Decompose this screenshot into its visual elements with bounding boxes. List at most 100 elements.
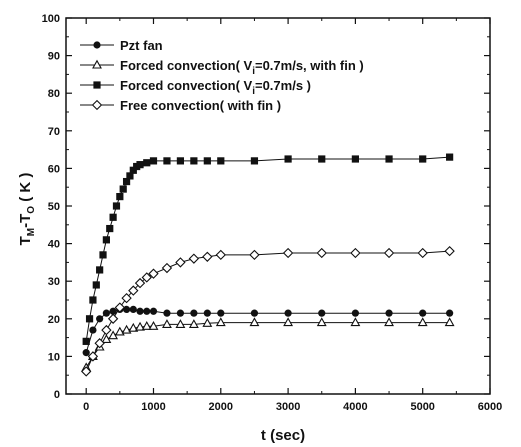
series-line xyxy=(85,308,450,353)
legend-entry-1: Pzt fan xyxy=(80,38,163,53)
data-point xyxy=(101,324,112,336)
data-point xyxy=(249,249,260,261)
data-point xyxy=(99,251,107,259)
data-point xyxy=(96,266,104,274)
data-point xyxy=(249,317,260,327)
data-point xyxy=(148,320,159,330)
data-point xyxy=(149,157,158,165)
data-point xyxy=(129,166,137,174)
data-point xyxy=(316,247,327,259)
y-title-sub: M xyxy=(26,228,37,236)
data-point xyxy=(116,193,124,201)
data-point xyxy=(143,159,151,167)
data-point xyxy=(215,317,226,327)
data-point xyxy=(163,157,171,165)
data-point xyxy=(316,317,327,327)
data-point xyxy=(82,337,90,345)
data-point xyxy=(383,247,395,259)
legend-marker xyxy=(93,41,101,49)
y-axis-title: TM-TO ( K ) xyxy=(17,173,37,246)
data-point xyxy=(282,247,294,259)
data-point xyxy=(176,157,185,165)
data-point xyxy=(419,309,427,317)
series-4 xyxy=(81,245,455,377)
y-tick-label: 90 xyxy=(48,51,60,63)
data-point xyxy=(250,157,259,165)
y-tick-label: 70 xyxy=(48,126,60,138)
y-tick-label: 100 xyxy=(42,13,60,25)
data-point xyxy=(203,309,211,317)
axis-ticks: 0 1000 2000 3000 4000 5000 6000 0 10 20 30 40 50 60 70… xyxy=(42,13,503,413)
data-point xyxy=(114,302,126,313)
y-title-part: -T xyxy=(17,214,34,228)
data-point xyxy=(188,253,200,264)
data-point xyxy=(161,262,173,274)
data-point xyxy=(446,309,454,317)
y-title-part: T xyxy=(17,236,34,245)
legend-marker xyxy=(91,99,103,111)
data-point xyxy=(350,247,361,259)
y-tick-label: 80 xyxy=(48,88,60,100)
data-point xyxy=(175,257,186,268)
data-point xyxy=(318,155,326,163)
data-point xyxy=(351,155,359,163)
x-tick-label: 5000 xyxy=(410,401,434,413)
data-point xyxy=(96,315,104,323)
data-point xyxy=(417,247,428,259)
data-point xyxy=(350,317,361,327)
legend-entry-3: Forced convection( Vi=0.7m/s ) xyxy=(80,78,311,97)
data-point xyxy=(141,320,152,330)
legend-label: Forced convection( Vi=0.7m/s, with fin ) xyxy=(120,58,364,77)
data-point xyxy=(250,309,259,317)
data-point xyxy=(163,309,171,317)
y-tick-label: 0 xyxy=(54,389,60,401)
y-title-part: ( K ) xyxy=(17,173,34,206)
plot-frame xyxy=(65,17,491,395)
data-point xyxy=(284,155,292,163)
y-tick-label: 50 xyxy=(48,201,60,213)
data-point xyxy=(202,317,213,327)
y-tick-label: 60 xyxy=(48,163,60,175)
data-point xyxy=(190,309,198,317)
data-point xyxy=(444,245,455,257)
data-point xyxy=(318,309,326,317)
data-point xyxy=(175,319,186,328)
data-point xyxy=(122,177,131,186)
data-point xyxy=(417,317,428,327)
data-point xyxy=(203,157,211,165)
data-point xyxy=(109,307,117,315)
data-point xyxy=(283,317,294,327)
data-point xyxy=(284,309,292,317)
data-point xyxy=(121,292,132,304)
data-point xyxy=(384,317,394,327)
series-1 xyxy=(82,305,454,357)
data-point xyxy=(108,330,119,340)
y-tick-label: 30 xyxy=(48,276,60,288)
data-point xyxy=(89,326,97,334)
data-point xyxy=(385,309,393,317)
data-point xyxy=(107,313,119,324)
x-tick-label: 4000 xyxy=(343,401,367,413)
legend-marker xyxy=(93,81,101,89)
data-point xyxy=(385,155,393,163)
y-tick-label: 40 xyxy=(48,239,60,251)
data-point xyxy=(446,153,454,161)
x-tick-label: 3000 xyxy=(276,401,300,413)
data-point xyxy=(136,307,144,315)
data-point xyxy=(92,281,100,289)
data-point xyxy=(87,351,99,362)
data-point xyxy=(217,309,225,317)
data-point xyxy=(102,236,110,244)
legend-label: Pzt fan xyxy=(120,38,163,53)
data-point xyxy=(126,172,134,180)
x-tick-label: 1000 xyxy=(141,401,165,413)
x-tick-label: 6000 xyxy=(478,401,502,413)
data-point xyxy=(85,315,94,323)
data-point xyxy=(134,277,146,289)
legend-marker xyxy=(92,59,102,69)
data-point xyxy=(101,334,112,344)
legend-entry-2: Forced convection( Vi=0.7m/s, with fin ) xyxy=(80,58,364,77)
data-point xyxy=(188,319,199,328)
data-point xyxy=(114,326,125,336)
data-point xyxy=(128,322,139,332)
